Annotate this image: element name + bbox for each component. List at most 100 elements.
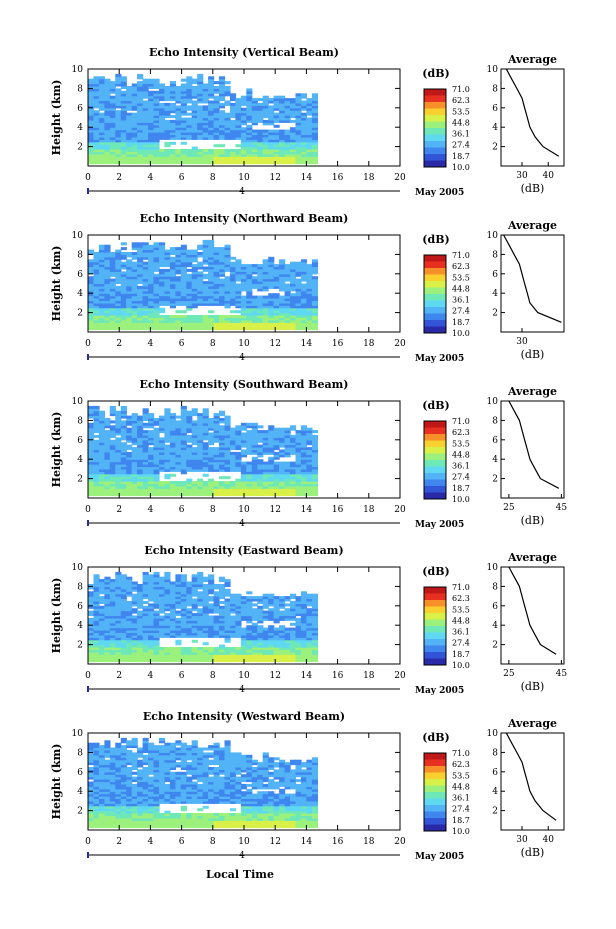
heatmap-cell xyxy=(175,434,182,438)
heatmap-cell xyxy=(295,124,302,128)
heatmap-cell xyxy=(240,617,247,621)
heatmap-cell xyxy=(175,632,182,636)
heatmap-cell xyxy=(246,485,253,489)
heatmap-cell xyxy=(115,115,122,119)
heatmap-cell xyxy=(213,598,220,602)
heatmap-cell xyxy=(180,598,187,602)
heatmap-cell xyxy=(126,447,133,451)
heatmap-cell xyxy=(142,642,149,646)
heatmap-cell xyxy=(137,632,144,636)
heatmap-cell xyxy=(164,476,171,480)
heatmap-cell xyxy=(115,315,122,318)
heatmap-cell xyxy=(93,488,100,492)
heatmap-cell xyxy=(104,659,111,663)
heatmap-cell xyxy=(175,468,182,472)
heatmap-cell xyxy=(98,307,105,311)
heatmap-cell xyxy=(197,300,204,304)
heatmap-cell xyxy=(180,601,187,604)
heatmap-cell xyxy=(246,613,253,617)
heatmap-cell xyxy=(235,654,242,658)
heatmap-cell xyxy=(235,617,242,621)
heatmap-cell xyxy=(208,247,215,251)
heatmap-cell xyxy=(262,134,269,138)
heatmap-cell xyxy=(137,434,144,438)
heatmap-cell xyxy=(164,415,171,419)
heatmap-cell xyxy=(208,249,215,253)
heatmap-cell xyxy=(213,459,220,463)
heatmap-cell xyxy=(191,493,198,497)
heatmap-cell xyxy=(88,298,95,302)
heatmap-cell xyxy=(311,110,318,114)
heatmap-cell xyxy=(202,242,209,246)
heatmap-cell xyxy=(109,447,116,451)
colorbar-tick-label: 62.3 xyxy=(452,428,470,437)
heatmap-cell xyxy=(213,647,220,650)
heatmap-cell xyxy=(164,434,171,438)
heatmap-cell xyxy=(137,483,144,487)
heatmap-cell xyxy=(230,659,237,663)
heatmap-cell xyxy=(115,418,122,421)
heatmap-cell xyxy=(104,105,111,109)
heatmap-cell xyxy=(142,132,149,136)
heatmap-cell xyxy=(109,144,116,148)
heatmap-cell xyxy=(104,295,111,299)
heatmap-cell xyxy=(142,468,149,472)
heatmap-cell xyxy=(213,413,220,417)
heatmap-cell xyxy=(300,105,307,109)
heatmap-cell xyxy=(148,430,155,434)
heatmap-cell xyxy=(164,408,171,412)
heatmap-cell xyxy=(169,266,176,270)
heatmap-cell xyxy=(88,605,95,609)
heatmap-cell xyxy=(126,584,133,587)
heatmap-cell xyxy=(208,439,215,443)
heatmap-cell xyxy=(120,252,127,255)
heatmap-cell xyxy=(262,322,269,326)
heatmap-cell xyxy=(159,285,166,289)
heatmap-cell xyxy=(235,659,242,663)
heatmap-cell xyxy=(153,584,160,587)
heatmap-cell xyxy=(164,252,171,255)
heatmap-cell xyxy=(191,420,198,424)
heatmap-cell xyxy=(230,434,237,438)
heatmap-cell xyxy=(290,264,297,268)
heatmap-cell xyxy=(268,141,275,145)
heatmap-cell xyxy=(169,608,176,612)
heatmap-cell xyxy=(257,317,264,321)
heatmap-cell xyxy=(88,468,95,472)
heatmap-cell xyxy=(98,579,105,583)
heatmap-cell xyxy=(98,93,105,97)
heatmap-cell xyxy=(153,149,160,152)
heatmap-cell xyxy=(153,490,160,494)
heatmap-cell xyxy=(284,434,291,438)
heatmap-cell xyxy=(224,493,231,497)
heatmap-cell xyxy=(290,425,297,429)
heatmap-cell xyxy=(284,461,291,465)
heatmap-cell xyxy=(306,110,313,114)
heatmap-cell xyxy=(104,278,111,282)
heatmap-cell xyxy=(104,156,111,160)
heatmap-cell xyxy=(273,149,280,152)
heatmap-cell xyxy=(240,605,247,609)
heatmap-cell xyxy=(164,420,171,424)
heatmap-cell xyxy=(290,307,297,311)
heatmap-cell xyxy=(268,161,275,165)
heatmap-cell xyxy=(88,427,95,431)
heatmap-cell xyxy=(273,322,280,326)
heatmap-cell xyxy=(153,298,160,302)
heatmap-cell xyxy=(131,488,138,492)
heatmap-cell xyxy=(202,593,209,597)
heatmap-cell xyxy=(273,439,280,443)
heatmap-cell xyxy=(208,634,215,638)
heatmap-cell xyxy=(109,115,116,119)
heatmap-cell xyxy=(109,451,116,455)
heatmap-cell xyxy=(142,100,149,104)
heatmap-cell xyxy=(224,608,231,612)
heatmap-cell xyxy=(213,584,220,587)
heatmap-cell xyxy=(224,588,231,592)
heatmap-cell xyxy=(197,151,204,155)
heatmap-cell xyxy=(213,81,220,85)
heatmap-cell xyxy=(224,427,231,431)
heatmap-cell xyxy=(224,264,231,268)
heatmap-cell xyxy=(131,627,138,631)
heatmap-cell xyxy=(219,290,226,294)
